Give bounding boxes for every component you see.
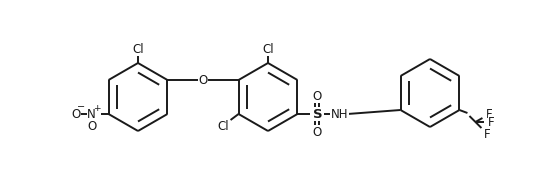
Text: O: O <box>71 108 80 121</box>
Text: NH: NH <box>331 108 348 121</box>
Text: O: O <box>313 125 322 138</box>
Text: O: O <box>87 120 96 133</box>
Text: F: F <box>488 116 495 129</box>
Text: Cl: Cl <box>217 120 229 133</box>
Text: S: S <box>313 108 322 121</box>
Text: F: F <box>486 108 493 121</box>
Text: N: N <box>87 108 96 121</box>
Text: F: F <box>484 128 491 141</box>
Text: O: O <box>313 90 322 103</box>
Text: O: O <box>198 74 208 87</box>
Text: Cl: Cl <box>262 43 274 56</box>
Text: +: + <box>93 104 100 112</box>
Text: Cl: Cl <box>132 43 144 56</box>
Text: −: − <box>76 102 85 112</box>
